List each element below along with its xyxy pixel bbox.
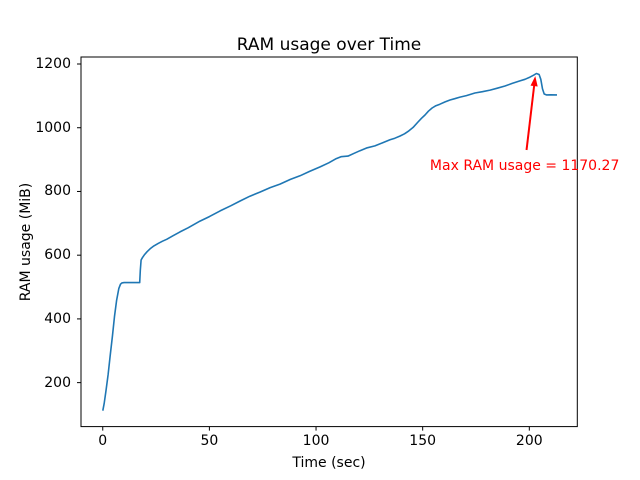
x-tick-label: 50: [200, 433, 219, 449]
x-axis-label: Time (sec): [292, 455, 366, 471]
ram-usage-line: [102, 72, 558, 411]
y-tick-label: 1200: [35, 56, 71, 72]
y-tick-label: 200: [44, 374, 71, 391]
x-tick-label: 0: [98, 433, 108, 449]
y-axis-label: RAM usage (MiB): [18, 182, 34, 302]
y-tick-label: 600: [44, 247, 71, 264]
chart-title: RAM usage over Time: [236, 35, 422, 55]
annotation-arrow-shaft: [525, 82, 536, 151]
annotation-arrowhead: [530, 76, 538, 87]
x-tick-label: 100: [302, 433, 330, 449]
y-tick-label: 800: [44, 183, 71, 200]
plot-spines: [80, 56, 578, 428]
x-tick-label: 150: [409, 433, 437, 449]
y-tick-label: 400: [44, 310, 71, 327]
y-tick-label: 1000: [35, 119, 71, 136]
x-tick-label: 200: [515, 433, 543, 449]
max-ram-annotation: Max RAM usage = 1170.27: [429, 157, 620, 174]
